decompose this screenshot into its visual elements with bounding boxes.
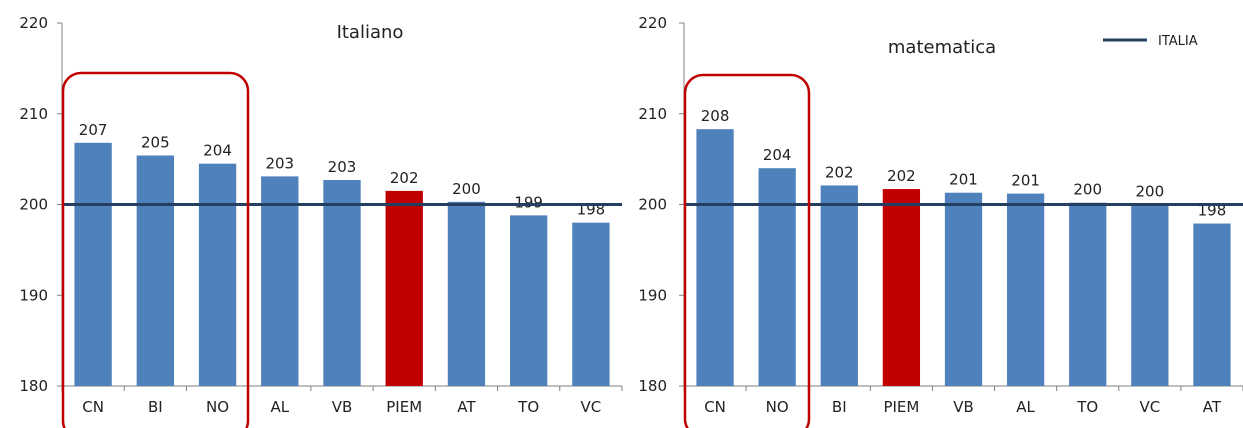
chart2-bar-vc: [1131, 204, 1169, 386]
chart2-bar-at: [1193, 223, 1231, 386]
chart2-category-label: AT: [1203, 398, 1222, 416]
chart1-category-label: PIEM: [386, 398, 422, 416]
chart1-data-label: 203: [328, 158, 357, 176]
chart1-category-label: AT: [457, 398, 476, 416]
chart1-y-tick-label: 220: [19, 14, 48, 32]
chart2-y-tick-label: 190: [638, 286, 667, 304]
chart2-y-tick-label: 180: [638, 377, 667, 395]
chart1-bar-al: [261, 176, 299, 386]
chart2-data-label: 204: [763, 146, 792, 164]
chart2-highlight-box: [683, 73, 811, 428]
chart1-bar-bi: [136, 155, 174, 386]
chart2-category-label: CN: [704, 398, 726, 416]
chart1-title: Italiano: [337, 22, 404, 43]
chart2-y-tick-label: 220: [638, 14, 667, 32]
chart1-y-tick-label: 200: [19, 196, 48, 214]
chart2-data-label: 198: [1198, 202, 1227, 220]
chart1-bar-vc: [572, 222, 610, 386]
chart1-bar-to: [510, 215, 548, 386]
chart2-data-label: 201: [949, 171, 978, 189]
chart2-bar-vb: [944, 192, 983, 386]
chart1-y-tick-label: 190: [19, 286, 48, 304]
chart1-bar-at: [447, 201, 486, 386]
chart2-title: matematica: [888, 37, 996, 58]
chart1-bar-vb: [323, 179, 361, 386]
legend-label-italia: ITALIA: [1158, 34, 1198, 49]
chart2-bar-piem: [882, 189, 921, 386]
chart2-bar-to: [1069, 202, 1107, 386]
chart1-data-label: 205: [141, 133, 170, 151]
chart1-bar-no: [198, 163, 237, 386]
chart1-highlight-box: [61, 71, 250, 428]
chart1-category-label: BI: [148, 398, 163, 416]
chart1-data-label: 207: [79, 121, 108, 139]
chart2-category-label: TO: [1076, 398, 1098, 416]
chart1-data-label: 203: [265, 154, 294, 172]
chart1-bar-cn: [74, 142, 112, 386]
chart1-data-label: 199: [514, 193, 543, 211]
chart1-data-label: 200: [452, 180, 481, 198]
chart1-y-tick-label: 180: [19, 377, 48, 395]
chart1-data-label: 204: [203, 142, 232, 160]
chart2-data-label: 208: [701, 107, 730, 125]
chart2-data-label: 200: [1136, 183, 1165, 201]
chart2-bar-no: [758, 168, 796, 386]
chart2-category-label: NO: [766, 398, 789, 416]
chart2-category-label: VC: [1139, 398, 1160, 416]
chart2-data-label: 201: [1011, 172, 1040, 190]
chart1-y-tick-label: 210: [19, 105, 48, 123]
chart2-category-label: VB: [953, 398, 974, 416]
chart2-bar-bi: [820, 185, 858, 386]
chart1-category-label: TO: [517, 398, 539, 416]
chart2-category-label: BI: [832, 398, 847, 416]
chart2-y-tick-label: 200: [638, 196, 667, 214]
chart2-bar-cn: [696, 129, 734, 387]
chart2-category-label: AL: [1016, 398, 1035, 416]
chart1-category-label: VC: [581, 398, 602, 416]
chart1-category-label: NO: [206, 398, 229, 416]
chart2-bar-al: [1006, 193, 1045, 386]
chart2-data-label: 202: [825, 163, 854, 181]
chart1-data-label: 202: [390, 169, 419, 187]
chart1-category-label: CN: [82, 398, 104, 416]
chart1-category-label: VB: [332, 398, 353, 416]
chart2-data-label: 202: [887, 167, 916, 185]
chart1-bar-piem: [385, 190, 423, 386]
chart2-data-label: 200: [1073, 181, 1102, 199]
chart2-category-label: PIEM: [883, 398, 919, 416]
chart1-category-label: AL: [270, 398, 289, 416]
chart2-y-tick-label: 210: [638, 105, 667, 123]
